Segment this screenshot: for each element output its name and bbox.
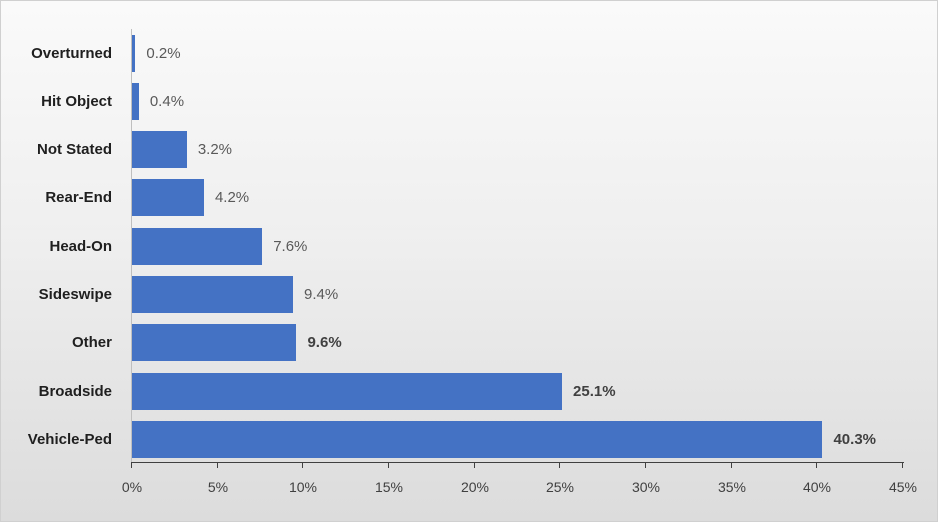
- x-axis-tick: [474, 462, 475, 468]
- x-axis-tick-label: 30%: [631, 479, 661, 495]
- value-label: 0.4%: [149, 93, 185, 110]
- category-label: Vehicle-Ped: [27, 431, 112, 448]
- x-axis-tick: [559, 462, 560, 468]
- bar: [132, 179, 204, 216]
- bar: [132, 324, 297, 361]
- category-label: Head-On: [49, 238, 112, 255]
- x-axis-tick-label: 40%: [802, 479, 832, 495]
- bar: [132, 35, 136, 72]
- x-axis-line: [131, 462, 904, 463]
- category-label: Sideswipe: [38, 286, 112, 303]
- bar: [132, 228, 263, 265]
- x-axis-tick-label: 20%: [460, 479, 490, 495]
- bar: [132, 373, 563, 410]
- category-label: Rear-End: [45, 189, 112, 206]
- x-axis-tick: [816, 462, 817, 468]
- value-label: 40.3%: [833, 431, 877, 448]
- bar: [132, 276, 294, 313]
- category-label: Not Stated: [37, 141, 112, 158]
- category-label: Hit Object: [41, 93, 112, 110]
- x-axis-tick-label: 10%: [288, 479, 318, 495]
- value-label: 25.1%: [573, 383, 616, 400]
- x-axis-tick: [645, 462, 646, 468]
- x-axis-tick-label: 35%: [717, 479, 747, 495]
- value-label: 4.2%: [214, 189, 250, 206]
- x-axis-tick-label: 45%: [888, 479, 918, 495]
- x-axis-tick-label: 0%: [121, 479, 143, 495]
- x-axis-tick: [217, 462, 218, 468]
- x-axis-tick-label: 15%: [374, 479, 404, 495]
- x-axis-tick-label: 5%: [207, 479, 229, 495]
- x-axis-tick: [388, 462, 389, 468]
- value-label: 9.6%: [307, 334, 342, 351]
- bar: [132, 83, 139, 120]
- x-axis-tick-label: 25%: [545, 479, 575, 495]
- category-label: Other: [71, 334, 112, 351]
- x-axis-tick: [302, 462, 303, 468]
- x-axis-tick: [131, 462, 132, 468]
- category-label: Broadside: [38, 383, 112, 400]
- value-label: 0.2%: [146, 45, 181, 62]
- value-label: 9.4%: [304, 286, 339, 303]
- x-axis-tick: [731, 462, 732, 468]
- value-label: 7.6%: [273, 238, 308, 255]
- value-label: 3.2%: [197, 141, 233, 158]
- y-axis-line: [131, 29, 132, 462]
- category-label: Overturned: [31, 45, 112, 62]
- x-axis-tick: [902, 462, 903, 468]
- bar: [132, 131, 187, 168]
- bar: [132, 421, 823, 458]
